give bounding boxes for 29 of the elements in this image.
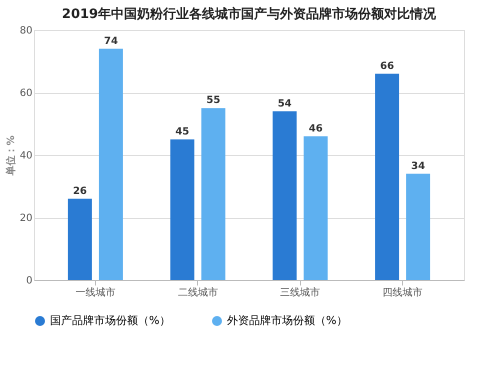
x-tick-label: 一线城市 bbox=[75, 286, 116, 298]
data-label: 54 bbox=[278, 98, 292, 110]
bar bbox=[272, 111, 297, 280]
x-tick-label: 四线城市 bbox=[382, 286, 423, 298]
data-label: 45 bbox=[175, 126, 190, 138]
y-axis-title: 单位：% bbox=[4, 135, 17, 177]
x-tick-label: 二线城市 bbox=[178, 286, 218, 298]
legend-label: 国产品牌市场份额（%） bbox=[50, 314, 170, 327]
data-label: 55 bbox=[206, 95, 220, 106]
data-label: 66 bbox=[380, 60, 394, 72]
y-tick-label: 80 bbox=[20, 26, 32, 36]
bar bbox=[170, 139, 194, 280]
bar bbox=[98, 48, 123, 280]
bar bbox=[201, 108, 226, 280]
data-label: 34 bbox=[411, 160, 426, 172]
data-label: 46 bbox=[308, 123, 323, 134]
y-tick-label: 40 bbox=[20, 150, 32, 162]
bar bbox=[406, 174, 430, 280]
chart-title: 2019年中国奶粉行业各线城市国产与外资品牌市场份额对比情况 bbox=[62, 6, 438, 22]
y-tick-label: 60 bbox=[20, 88, 32, 99]
bar bbox=[304, 136, 328, 280]
x-tick-label: 三线城市 bbox=[280, 286, 320, 298]
data-label: 74 bbox=[104, 36, 118, 47]
bar bbox=[375, 74, 400, 280]
bar bbox=[68, 198, 92, 280]
y-tick-label: 0 bbox=[26, 276, 32, 286]
data-label: 26 bbox=[72, 186, 87, 197]
legend-label: 外资品牌市场份额（%） bbox=[227, 314, 348, 327]
y-tick-label: 20 bbox=[20, 213, 32, 224]
